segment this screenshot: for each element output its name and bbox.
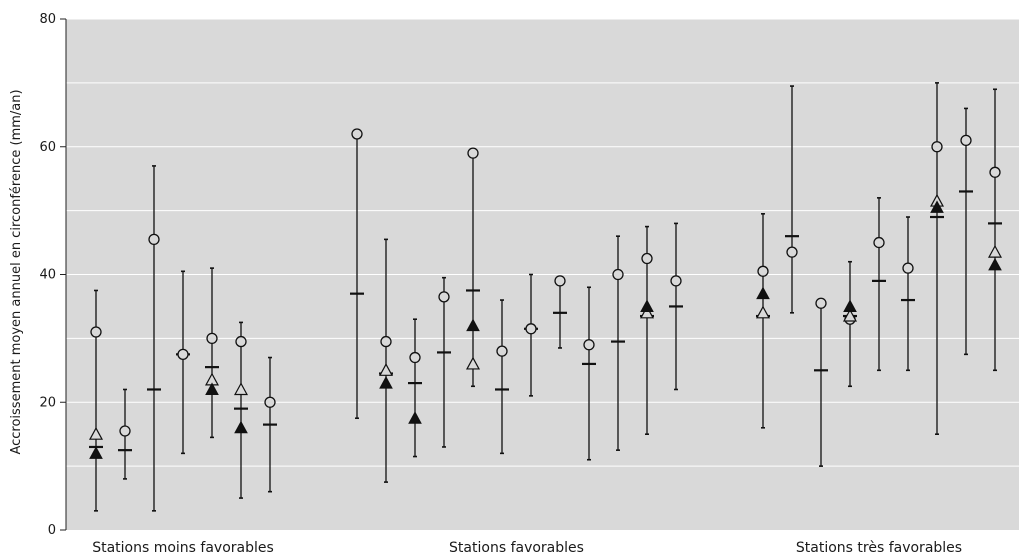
circle-marker (235, 335, 247, 348)
station-mark (465, 147, 481, 388)
filled-triangle-marker (89, 446, 103, 459)
circle-marker (641, 252, 653, 265)
y-axis: 0 20 40 60 80 (39, 12, 67, 538)
y-tick-label: 20 (39, 395, 56, 410)
station-mark (88, 289, 104, 512)
open-triangle-marker (378, 363, 394, 376)
station-mark (959, 107, 973, 356)
y-tick-label: 60 (39, 140, 56, 155)
station-mark (263, 356, 277, 493)
circle-marker (438, 291, 450, 303)
circle-marker (380, 335, 392, 348)
open-triangle-marker (987, 244, 1003, 258)
group-label: Stations favorables (449, 540, 584, 555)
circle-marker (206, 332, 218, 345)
circle-marker (786, 246, 798, 258)
station-mark (437, 276, 451, 448)
filled-triangle-marker (379, 376, 393, 389)
open-triangle-marker (639, 305, 655, 319)
circle-marker (409, 351, 421, 364)
y-axis-label: Accroissement moyen annuel en circonfére… (9, 89, 24, 454)
station-mark (524, 273, 538, 397)
station-mark (611, 235, 625, 451)
circle-marker (525, 323, 537, 335)
filled-triangle-marker (843, 299, 857, 312)
data-marks (88, 82, 1003, 512)
circle-marker (873, 236, 885, 249)
circle-marker (351, 128, 363, 140)
y-tick-label: 40 (39, 268, 56, 283)
filled-triangle-marker (205, 382, 219, 395)
group-labels: Stations moins favorables Stations favora… (92, 540, 962, 555)
circle-marker (960, 134, 972, 147)
station-mark (785, 85, 799, 314)
circle-marker (554, 275, 566, 287)
circle-marker (931, 141, 943, 153)
station-mark (378, 238, 394, 483)
group-label: Stations très favorables (796, 540, 962, 555)
group-label: Stations moins favorables (92, 540, 274, 555)
grid-lines (66, 18, 1019, 467)
circle-marker (583, 339, 595, 351)
station-mark (755, 213, 771, 429)
station-mark (408, 318, 422, 458)
station-mark (350, 128, 364, 420)
circle-marker (264, 396, 276, 408)
station-mark (814, 297, 828, 467)
station-mark (639, 225, 655, 435)
filled-triangle-marker (640, 299, 654, 312)
circle-marker (119, 425, 131, 437)
station-mark (929, 82, 945, 435)
open-triangle-marker (842, 308, 858, 322)
station-mark (987, 88, 1003, 372)
filled-triangle-marker (408, 411, 422, 424)
filled-triangle-marker (988, 257, 1002, 271)
station-mark (204, 267, 220, 439)
filled-triangle-marker (234, 420, 248, 434)
station-mark (901, 216, 915, 372)
y-tick-label: 0 (48, 523, 56, 538)
station-mark (495, 299, 509, 455)
station-mark (842, 260, 858, 388)
station-mark (147, 165, 161, 512)
circle-marker (496, 345, 508, 357)
open-triangle-marker (233, 382, 249, 396)
circle-marker (148, 233, 160, 246)
circle-marker (815, 297, 827, 309)
station-mark (176, 270, 190, 455)
station-mark (233, 321, 249, 499)
station-mark (582, 286, 596, 461)
station-mark (669, 222, 683, 391)
circle-marker (902, 262, 914, 274)
circle-marker (670, 275, 682, 287)
station-mark (118, 388, 132, 480)
circle-marker (989, 166, 1001, 178)
y-tick-label: 80 (39, 12, 56, 27)
circle-marker (467, 147, 479, 159)
circle-marker (90, 326, 102, 338)
station-mark (872, 197, 886, 372)
filled-triangle-marker (466, 318, 480, 332)
station-mark (553, 275, 567, 349)
circle-marker (177, 348, 189, 360)
filled-triangle-marker (756, 286, 770, 300)
open-triangle-marker (755, 305, 771, 319)
filled-triangle-marker (930, 200, 944, 213)
open-triangle-marker (465, 356, 481, 370)
circle-marker (612, 268, 624, 281)
circle-marker (757, 265, 769, 277)
open-triangle-marker (88, 426, 104, 440)
